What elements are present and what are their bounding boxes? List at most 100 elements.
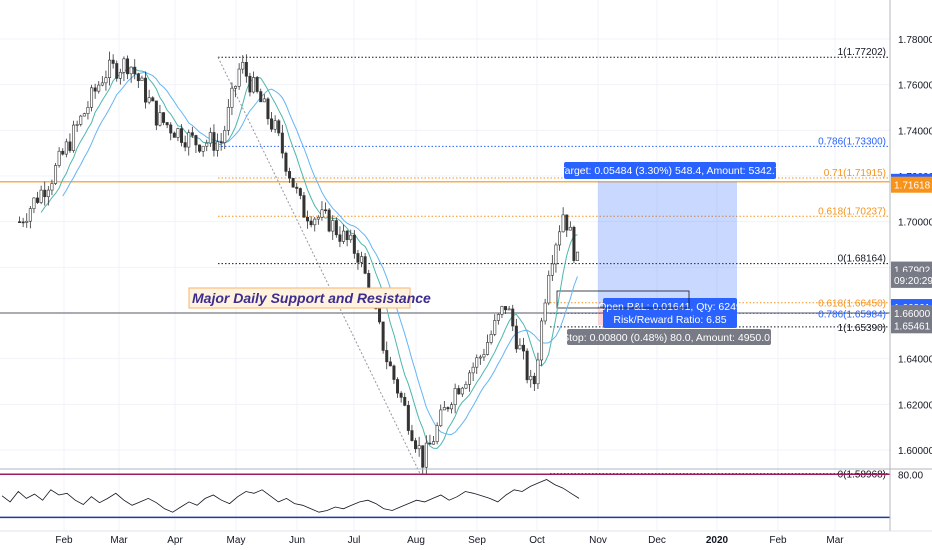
candle-body <box>565 214 569 231</box>
pnl-label-box <box>603 298 737 328</box>
candle-body <box>489 334 493 343</box>
candle-body <box>226 107 230 131</box>
candle-body <box>93 87 97 92</box>
candle-body <box>493 320 497 335</box>
candle-body <box>410 430 414 441</box>
candle-body <box>172 132 176 138</box>
candle-body <box>79 115 83 125</box>
price-scale[interactable]: 1.780001.760001.740001.720001.700001.680… <box>889 0 932 531</box>
candle-body <box>414 440 418 450</box>
candle-body <box>486 342 490 355</box>
candle-body <box>118 72 122 79</box>
annotation-text: Major Daily Support and Resistance <box>192 290 431 306</box>
candle-body <box>248 75 252 93</box>
candle-body <box>576 251 580 261</box>
candle-body <box>295 186 299 189</box>
candle-body <box>320 209 324 218</box>
price-pane[interactable]: 1(1.77202) 0.786(1.73300) 0.71(1.71915) 0.6… <box>0 0 890 531</box>
annotation-box[interactable]: Major Daily Support and Resistance <box>188 287 431 309</box>
candle-body <box>352 234 356 254</box>
candle-body <box>39 189 43 203</box>
candle-body <box>561 214 565 233</box>
candle-body <box>72 124 76 151</box>
moving-average-line <box>40 67 578 449</box>
long-position-tool[interactable]: Target: 0.05484 (3.30%) 548.4, Amount: 5… <box>556 162 781 345</box>
candle-body <box>536 359 540 385</box>
candle-body <box>442 407 446 411</box>
candle-body <box>183 142 187 148</box>
candle-body <box>216 141 220 151</box>
time-scale[interactable]: Feb Mar Apr May Jun Jul Aug Sep Oct Nov Dec 2020 Feb… <box>0 530 932 546</box>
candle-body <box>21 221 25 224</box>
candle-body <box>460 387 464 395</box>
candle-body <box>518 344 522 350</box>
candle-body <box>212 132 216 151</box>
candle-body <box>280 132 284 154</box>
candle-body <box>500 306 504 315</box>
price-range-box <box>556 290 690 309</box>
candle-body <box>111 59 115 64</box>
fib-trend-line <box>217 57 421 474</box>
candle-body <box>46 189 50 198</box>
candle-body <box>266 98 270 120</box>
candle-body <box>298 188 302 196</box>
rsi-level-label: 80.00 <box>898 470 923 481</box>
candle-body <box>428 442 432 445</box>
risk-reward-label: Risk/Reward Ratio: 6.85 <box>613 314 726 326</box>
candle-body <box>61 150 65 155</box>
candle-body <box>147 97 151 103</box>
price-tag-label: 1.65461 <box>894 321 931 332</box>
candle-body <box>345 230 349 241</box>
candle-body <box>424 442 428 468</box>
candle-body <box>252 77 256 93</box>
candle-body <box>464 383 468 389</box>
fib-level-label: 0.618(1.66450) <box>818 299 886 310</box>
y-tick-label: 1.62000 <box>898 400 932 411</box>
candle-body <box>169 124 173 134</box>
candle-body <box>126 58 130 75</box>
price-tag <box>891 176 932 193</box>
candle-body <box>82 113 86 117</box>
x-tick-label: Mar <box>826 535 844 546</box>
candle-body <box>180 128 184 143</box>
x-tick-label: May <box>227 535 246 546</box>
candle-body <box>201 145 205 152</box>
candle-body <box>86 107 90 114</box>
candle-body <box>43 189 47 198</box>
candle-body <box>122 58 126 73</box>
x-tick-label: Dec <box>648 535 666 546</box>
candle-body <box>324 209 328 212</box>
candle-body <box>432 441 436 445</box>
candle-body <box>302 195 306 218</box>
pnl-label: Open P&L: 0.01641, Qty: 6249 <box>598 301 742 313</box>
candle-body <box>529 375 533 381</box>
candle-body <box>244 62 248 77</box>
stop-label: Stop: 0.00800 (0.48%) 80.0, Amount: 4950… <box>562 332 776 344</box>
x-tick-label: Feb <box>769 535 787 546</box>
x-tick-label: 2020 <box>706 535 729 546</box>
price-tag <box>891 271 932 288</box>
price-tag-label: 09:20:29 <box>894 276 932 287</box>
candle-body <box>446 407 450 410</box>
candle-body <box>327 209 331 232</box>
candle-body <box>162 112 166 123</box>
x-tick-label: Feb <box>55 535 73 546</box>
x-tick-label: Nov <box>589 535 607 546</box>
candle-body <box>439 409 443 427</box>
x-tick-label: Aug <box>407 535 425 546</box>
candle-body <box>284 152 288 172</box>
target-zone <box>598 181 737 308</box>
y-tick-label: 1.64000 <box>898 355 932 366</box>
candle-body <box>313 218 317 226</box>
candle-body <box>525 350 529 381</box>
candle-body <box>453 388 457 405</box>
candle-body <box>144 77 148 103</box>
candle-body <box>198 144 202 152</box>
candle-body <box>158 112 162 126</box>
candle-body <box>558 231 562 246</box>
candle-body <box>115 63 119 79</box>
candle-body <box>496 314 500 321</box>
rsi-pane[interactable]: 80.00 <box>0 468 932 519</box>
candle-body <box>543 302 547 322</box>
